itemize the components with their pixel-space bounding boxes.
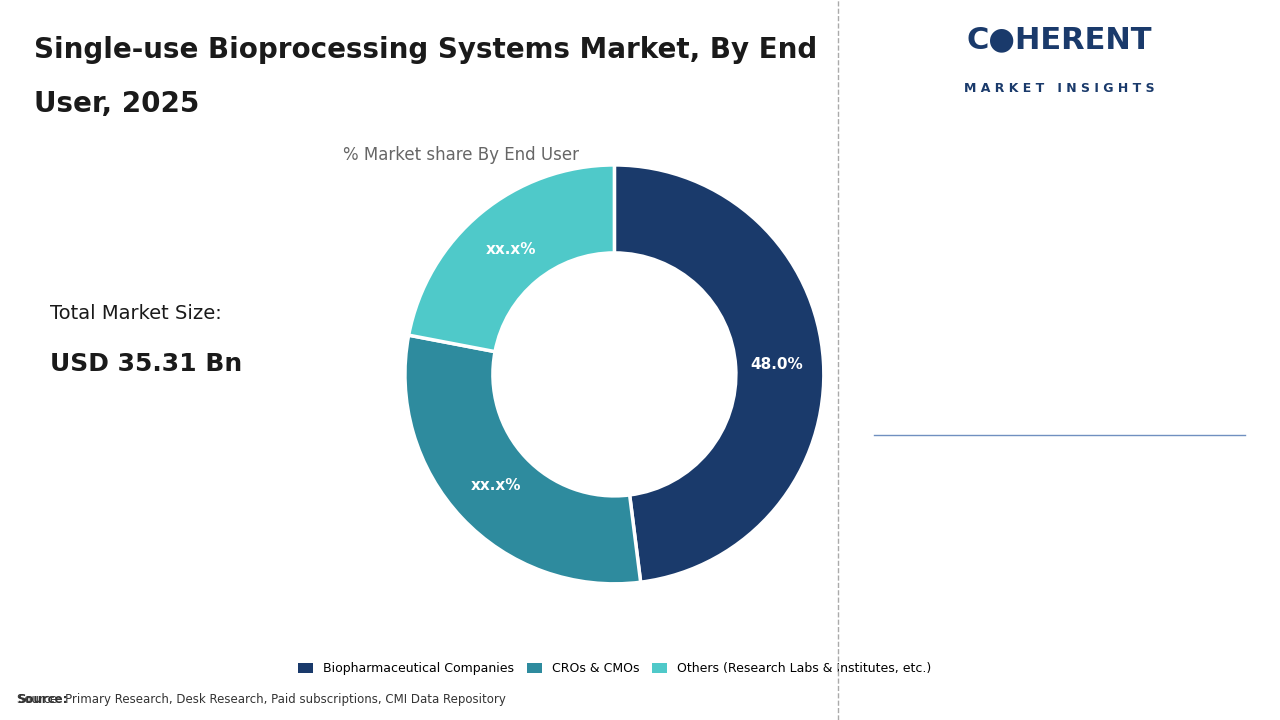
Text: Total Market Size:: Total Market Size: bbox=[50, 304, 221, 323]
Text: User, 2025: User, 2025 bbox=[33, 91, 198, 118]
Text: Source:: Source: bbox=[17, 693, 68, 706]
Text: xx.x%: xx.x% bbox=[471, 478, 521, 493]
Wedge shape bbox=[614, 165, 824, 582]
Text: % Market share By End User: % Market share By End User bbox=[343, 145, 579, 163]
Text: C●HERENT: C●HERENT bbox=[966, 26, 1152, 55]
Legend: Biopharmaceutical Companies, CROs & CMOs, Others (Research Labs & Institutes, et: Biopharmaceutical Companies, CROs & CMOs… bbox=[292, 656, 937, 682]
Text: Biopharmaceutical
Companies: Biopharmaceutical Companies bbox=[874, 298, 1048, 340]
Text: 48.0%: 48.0% bbox=[750, 356, 803, 372]
Text: xx.x%: xx.x% bbox=[485, 242, 536, 257]
Text: M A R K E T   I N S I G H T S: M A R K E T I N S I G H T S bbox=[964, 81, 1155, 95]
Wedge shape bbox=[404, 335, 641, 584]
Text: USD 35.31 Bn: USD 35.31 Bn bbox=[50, 351, 242, 376]
Text: Single-use Bioprocessing Systems Market, By End: Single-use Bioprocessing Systems Market,… bbox=[33, 37, 817, 64]
Text: 48.0%: 48.0% bbox=[874, 192, 1076, 250]
Text: End User -
Estimated Market
Revenue Share, 2025: End User - Estimated Market Revenue Shar… bbox=[874, 364, 1052, 429]
Text: Single-use
Bioprocessing
Systems
Market: Single-use Bioprocessing Systems Market bbox=[874, 459, 1085, 609]
Text: Source: Primary Research, Desk Research, Paid subscriptions, CMI Data Repository: Source: Primary Research, Desk Research,… bbox=[17, 693, 506, 706]
Wedge shape bbox=[408, 165, 614, 351]
